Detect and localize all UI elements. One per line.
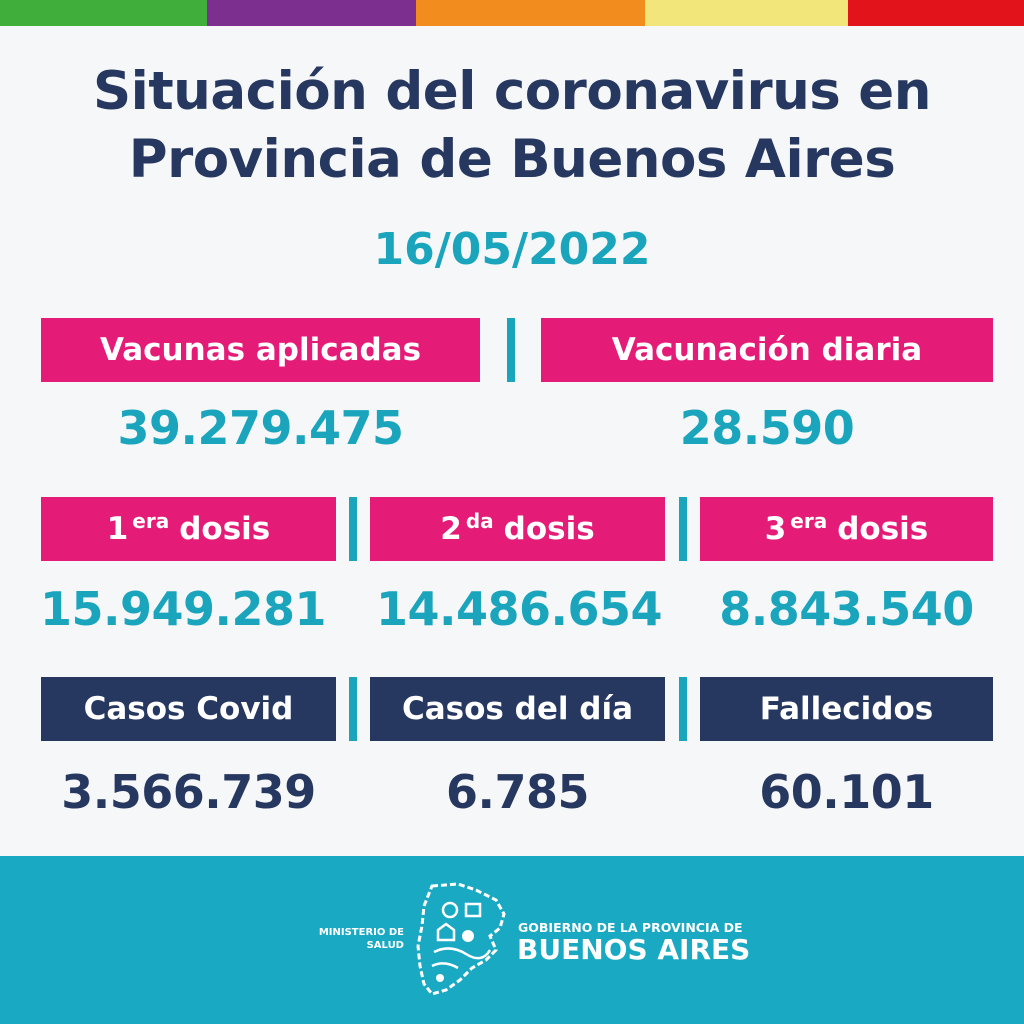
fallecidos-label: Fallecidos: [700, 677, 993, 741]
dose-3-number: 3: [764, 511, 787, 547]
vacunas-aplicadas-value: 39.279.475: [117, 401, 404, 455]
separator: [507, 318, 515, 382]
stripe-orange: [416, 0, 645, 26]
government-label: GOBIERNO DE LA PROVINCIA DE: [518, 920, 743, 935]
stripe-purple: [207, 0, 416, 26]
dose-2-word: dosis: [503, 511, 595, 547]
dose-1-value: 15.949.281: [39, 582, 327, 636]
dose-1-label: 1 era dosis: [41, 497, 336, 561]
casos-covid-value: 3.566.739: [61, 765, 316, 819]
dose-3-label: 3 era dosis: [700, 497, 993, 561]
separator: [679, 677, 687, 741]
fallecidos-value: 60.101: [759, 765, 934, 819]
dose-1-suffix: era: [132, 509, 170, 533]
casos-del-dia-value: 6.785: [445, 765, 590, 819]
stripe-red: [848, 0, 1024, 26]
dose-1-word: dosis: [179, 511, 271, 547]
dose-1-number: 1: [106, 511, 129, 547]
province-map-emblem-icon: [416, 882, 506, 996]
ministry-line-2: SALUD: [366, 940, 404, 951]
dose-3-word: dosis: [837, 511, 929, 547]
casos-covid-label: Casos Covid: [41, 677, 336, 741]
separator: [349, 677, 357, 741]
ministry-line-1: MINISTERIO DE: [318, 927, 404, 938]
dose-2-value: 14.486.654: [375, 582, 663, 636]
dose-3-suffix: era: [790, 509, 828, 533]
province-name: BUENOS AIRES: [517, 933, 751, 966]
vacunacion-diaria-value: 28.590: [679, 401, 855, 455]
fallecidos-text: Fallecidos: [759, 691, 934, 727]
vacunacion-diaria-label: Vacunación diaria: [541, 318, 993, 382]
dose-2-label: 2 da dosis: [370, 497, 665, 561]
casos-del-dia-label: Casos del día: [370, 677, 665, 741]
vacunas-aplicadas-label: Vacunas aplicadas: [41, 318, 480, 382]
title-line-1: Situación del coronavirus en: [93, 61, 932, 122]
page-title: Situación del coronavirus en Provincia d…: [0, 58, 1024, 194]
vacunacion-diaria-text: Vacunación diaria: [611, 332, 923, 368]
report-date: 16/05/2022: [373, 224, 651, 275]
casos-del-dia-text: Casos del día: [401, 691, 634, 727]
title-line-2: Provincia de Buenos Aires: [128, 129, 896, 190]
dose-2-suffix: da: [465, 509, 494, 533]
ministry-label: MINISTERIO DE SALUD: [280, 926, 404, 952]
vacunas-aplicadas-text: Vacunas aplicadas: [99, 332, 422, 368]
casos-covid-text: Casos Covid: [83, 691, 294, 727]
dose-3-value: 8.843.540: [719, 582, 974, 636]
separator: [349, 497, 357, 561]
dose-2-number: 2: [440, 511, 462, 547]
stripe-green: [0, 0, 207, 26]
footer-banner: MINISTERIO DE SALUD GOBIERNO DE LA PROVI…: [0, 856, 1024, 1024]
separator: [679, 497, 687, 561]
color-stripe: [0, 0, 1024, 26]
stripe-yellow: [645, 0, 848, 26]
